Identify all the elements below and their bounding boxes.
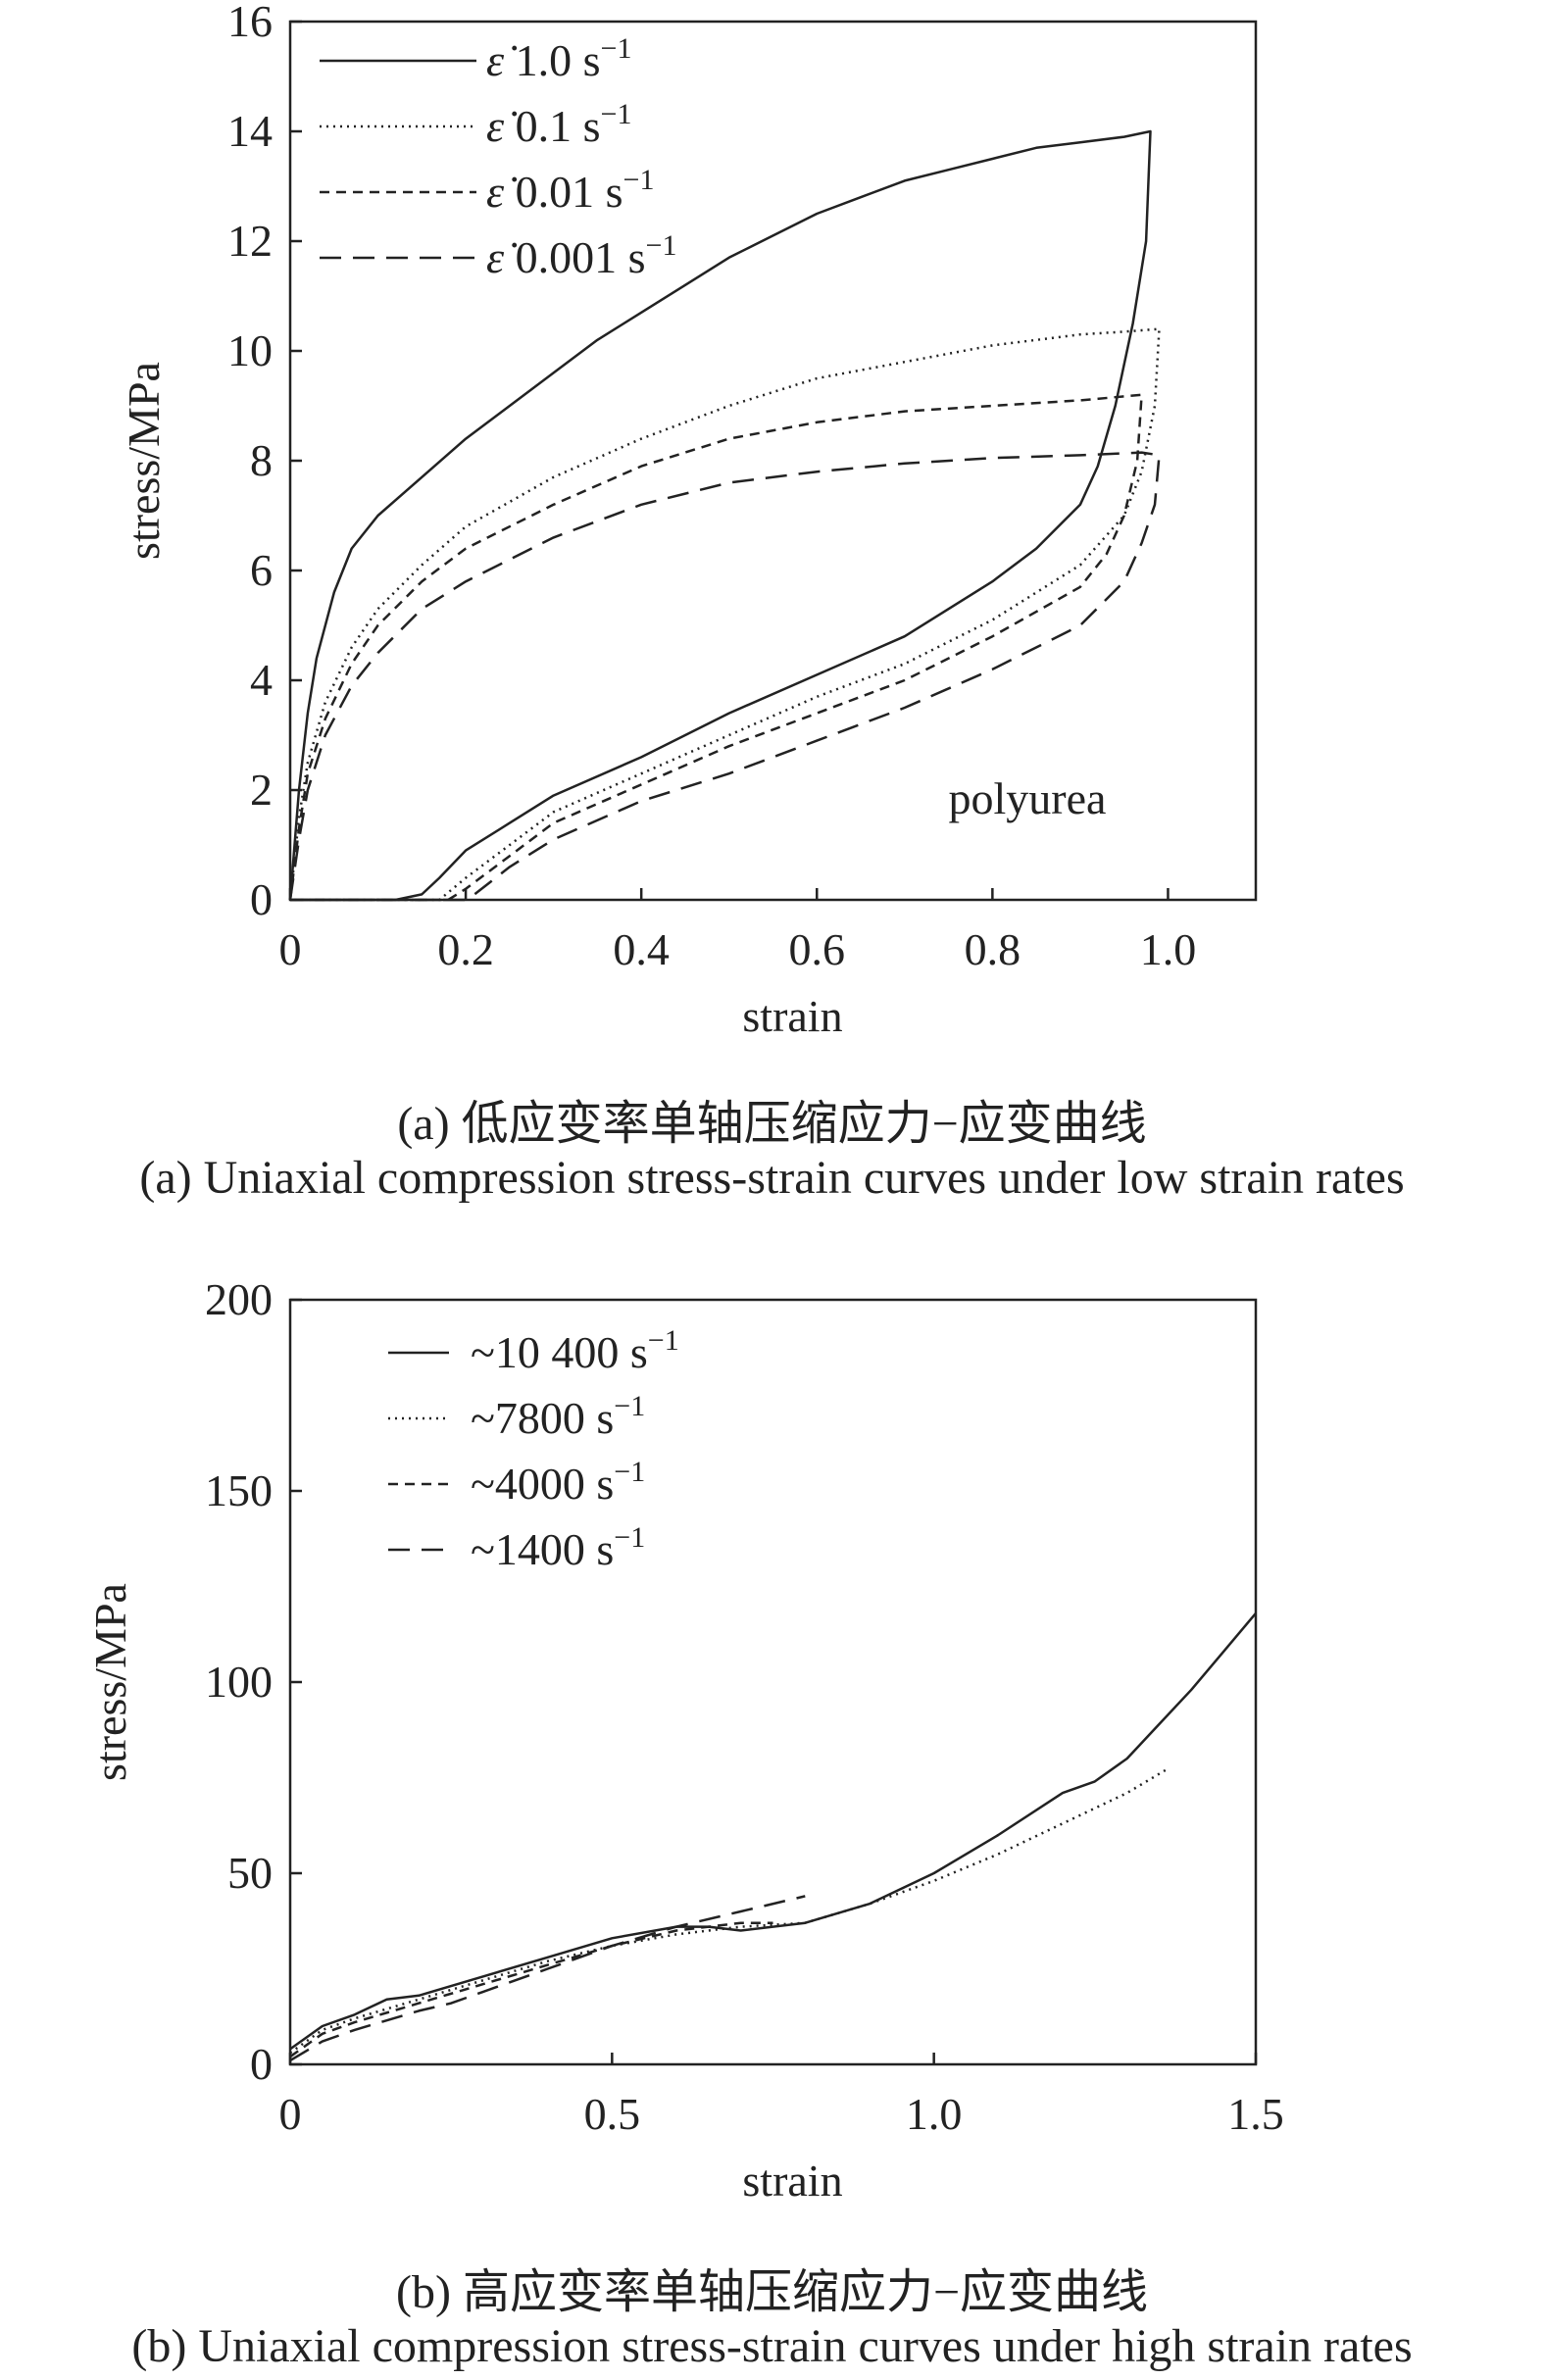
legend-label: ε̇ 1.0 s−1: [486, 32, 631, 85]
x-tick-label: 1.5: [1227, 2089, 1284, 2139]
y-tick-label: 150: [205, 1465, 273, 1515]
series-line: [289, 1611, 1257, 2051]
legend-label: ε̇ 0.001 s−1: [486, 229, 676, 282]
y-tick-label: 200: [205, 1274, 273, 1324]
x-tick-label: 1.0: [906, 2089, 963, 2139]
y-axis-label: stress/MPa: [119, 362, 169, 560]
x-tick-label: 0.4: [613, 924, 670, 974]
series-line: [288, 393, 1143, 902]
y-tick-label: 50: [227, 1848, 273, 1898]
y-tick-label: 12: [227, 216, 273, 266]
legend-label: ~4000 s−1: [471, 1456, 645, 1509]
legend-label: ~1400 s−1: [471, 1521, 645, 1574]
series-line: [289, 1921, 773, 2058]
y-tick-label: 0: [250, 874, 273, 924]
polyurea-annotation: polyurea: [949, 773, 1107, 823]
series-line: [288, 129, 1152, 902]
series-line: [288, 327, 1161, 902]
y-tick-label: 6: [250, 545, 273, 595]
plot-frame: [288, 1298, 1258, 2066]
series-line: [288, 451, 1161, 902]
y-tick-label: 2: [250, 765, 273, 815]
legend-label: ε̇ 0.01 s−1: [486, 164, 654, 217]
x-tick-label: 0: [279, 2089, 302, 2139]
y-tick-label: 0: [250, 2039, 273, 2089]
caption-b-chinese: (b) 高应变率单轴压缩应力−应变曲线: [395, 2266, 1149, 2318]
x-axis-label: strain: [742, 2156, 842, 2206]
x-tick-label: 0.8: [965, 924, 1021, 974]
series-line: [289, 1895, 806, 2062]
legend-label: ε̇ 0.1 s−1: [486, 98, 631, 151]
caption-b-english: (b) Uniaxial compression stress-strain c…: [131, 2320, 1413, 2372]
y-axis-label: stress/MPa: [85, 1583, 135, 1781]
y-tick-label: 16: [227, 0, 273, 46]
legend-label: ~7800 s−1: [471, 1390, 645, 1443]
x-tick-label: 0: [279, 924, 302, 974]
y-tick-label: 100: [205, 1657, 273, 1707]
series-line: [289, 1768, 1167, 2055]
x-tick-label: 1.0: [1140, 924, 1197, 974]
chart-panel-b: 0 50 100 150 200 0 0.5 1.0 1.5 strain stress/MPa ~1…: [85, 1274, 1284, 2206]
x-tick-label: 0.6: [789, 924, 846, 974]
y-tick-label: 10: [227, 325, 273, 375]
caption-a-chinese: (a) 低应变率单轴压缩应力−应变曲线: [397, 1098, 1147, 1150]
y-tick-label: 8: [250, 435, 273, 485]
y-tick-label: 4: [250, 655, 273, 705]
legend-label: ~10 400 s−1: [471, 1324, 679, 1377]
x-tick-label: 0.2: [437, 924, 494, 974]
caption-a-english: (a) Uniaxial compression stress-strain c…: [139, 1152, 1405, 1204]
y-tick-label: 14: [227, 106, 273, 156]
x-axis-label: strain: [742, 991, 842, 1041]
x-tick-label: 0.5: [584, 2089, 641, 2139]
chart-panel-a: 0 2 4 6 8 10 12 14 16 0 0.2 0.4 0.6 0.8 1.0 strain stres…: [119, 0, 1258, 1041]
plot-frame: [288, 20, 1258, 902]
